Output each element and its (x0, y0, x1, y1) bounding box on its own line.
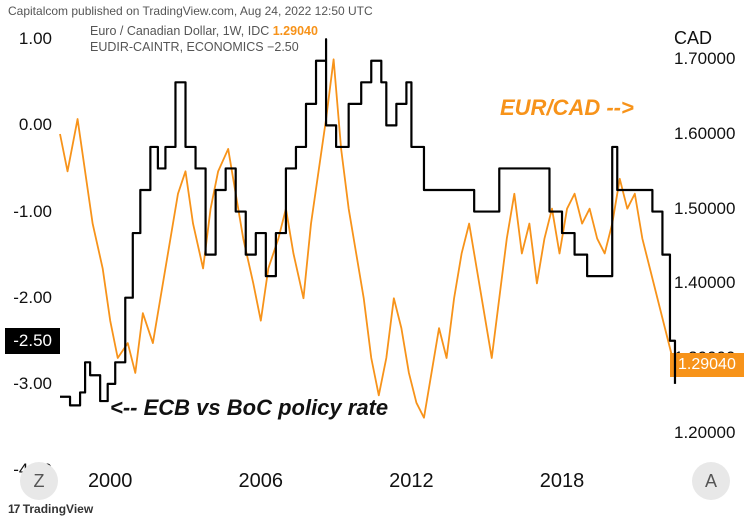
tradingview-label: TradingView (23, 502, 93, 516)
left-y-axis: 1.000.00-1.00-2.00-3.00-4.00-2.50 (0, 22, 60, 470)
left-axis-tick: -1.00 (13, 202, 52, 222)
annotation-ecb-boc: <-- ECB vs BoC policy rate (110, 395, 388, 421)
left-axis-tick: -3.00 (13, 374, 52, 394)
auto-button[interactable]: A (692, 462, 730, 500)
left-axis-tick: 0.00 (19, 115, 52, 135)
right-axis-tick: 1.50000 (674, 199, 735, 219)
right-axis-tick: 1.70000 (674, 49, 735, 69)
tradingview-logo: 17 TradingView (8, 502, 93, 516)
left-axis-tick: -2.00 (13, 288, 52, 308)
tradingview-icon: 17 (8, 502, 19, 516)
right-axis-tick: 1.20000 (674, 423, 735, 443)
x-axis-tick: 2006 (239, 470, 284, 493)
left-axis-tick: 1.00 (19, 29, 52, 49)
x-axis: 2000 2006 2012 2018 (60, 470, 680, 498)
x-axis-tick: 2000 (88, 470, 133, 493)
left-axis-current-badge: -2.50 (5, 328, 60, 354)
x-axis-tick: 2012 (389, 470, 434, 493)
right-axis-tick: 1.40000 (674, 273, 735, 293)
zoom-button[interactable]: Z (20, 462, 58, 500)
x-axis-tick: 2018 (540, 470, 585, 493)
attribution-text: Capitalcom published on TradingView.com,… (8, 4, 373, 18)
right-axis-tick: 1.60000 (674, 124, 735, 144)
annotation-eurcad: EUR/CAD --> (500, 95, 634, 121)
right-axis-current-badge: 1.29040 (670, 353, 744, 377)
right-y-axis: CAD1.700001.600001.500001.400001.300001.… (670, 22, 750, 470)
